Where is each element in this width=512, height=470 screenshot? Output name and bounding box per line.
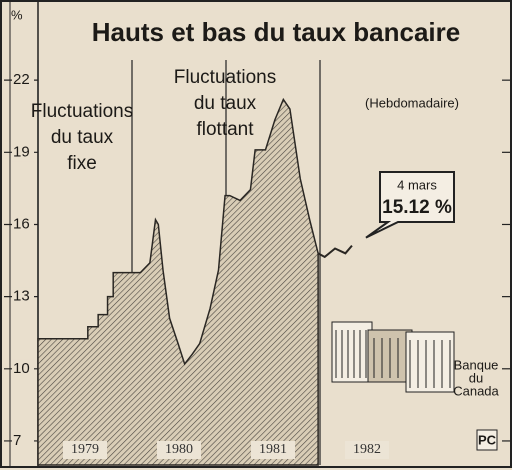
y-tick-label: 13	[13, 288, 30, 305]
fixed-label: fixe	[67, 153, 97, 174]
floating-label: du taux	[194, 93, 257, 114]
y-tick-label: 22	[13, 71, 30, 88]
x-tick-label: 1981	[259, 442, 287, 457]
y-tick-label: 7	[13, 432, 21, 449]
building-label: Canada	[453, 383, 499, 398]
y-tick-label: 10	[13, 360, 30, 377]
fixed-label: Fluctuations	[31, 101, 133, 122]
x-tick-label: 1980	[165, 442, 193, 457]
subtitle: (Hebdomadaire)	[365, 95, 459, 110]
y-tick-label: 16	[13, 215, 30, 232]
line	[318, 246, 352, 257]
fixed-label: du taux	[51, 127, 114, 148]
building-illustration	[332, 322, 454, 392]
logo: PC	[478, 432, 497, 447]
x-tick-label: 1979	[71, 442, 99, 457]
callout-value: 15.12 %	[382, 197, 452, 218]
x-tick-label: 1982	[353, 442, 381, 457]
floating-label: flottant	[196, 119, 254, 140]
y-axis-label: %	[11, 7, 23, 22]
chart: % Hauts et bas du taux bancaire (Hebdoma…	[0, 0, 512, 470]
chart-title: Hauts et bas du taux bancaire	[92, 17, 460, 47]
callout-date: 4 mars	[397, 177, 437, 192]
floating-label: Fluctuations	[174, 67, 276, 88]
y-tick-label: 19	[13, 143, 30, 160]
